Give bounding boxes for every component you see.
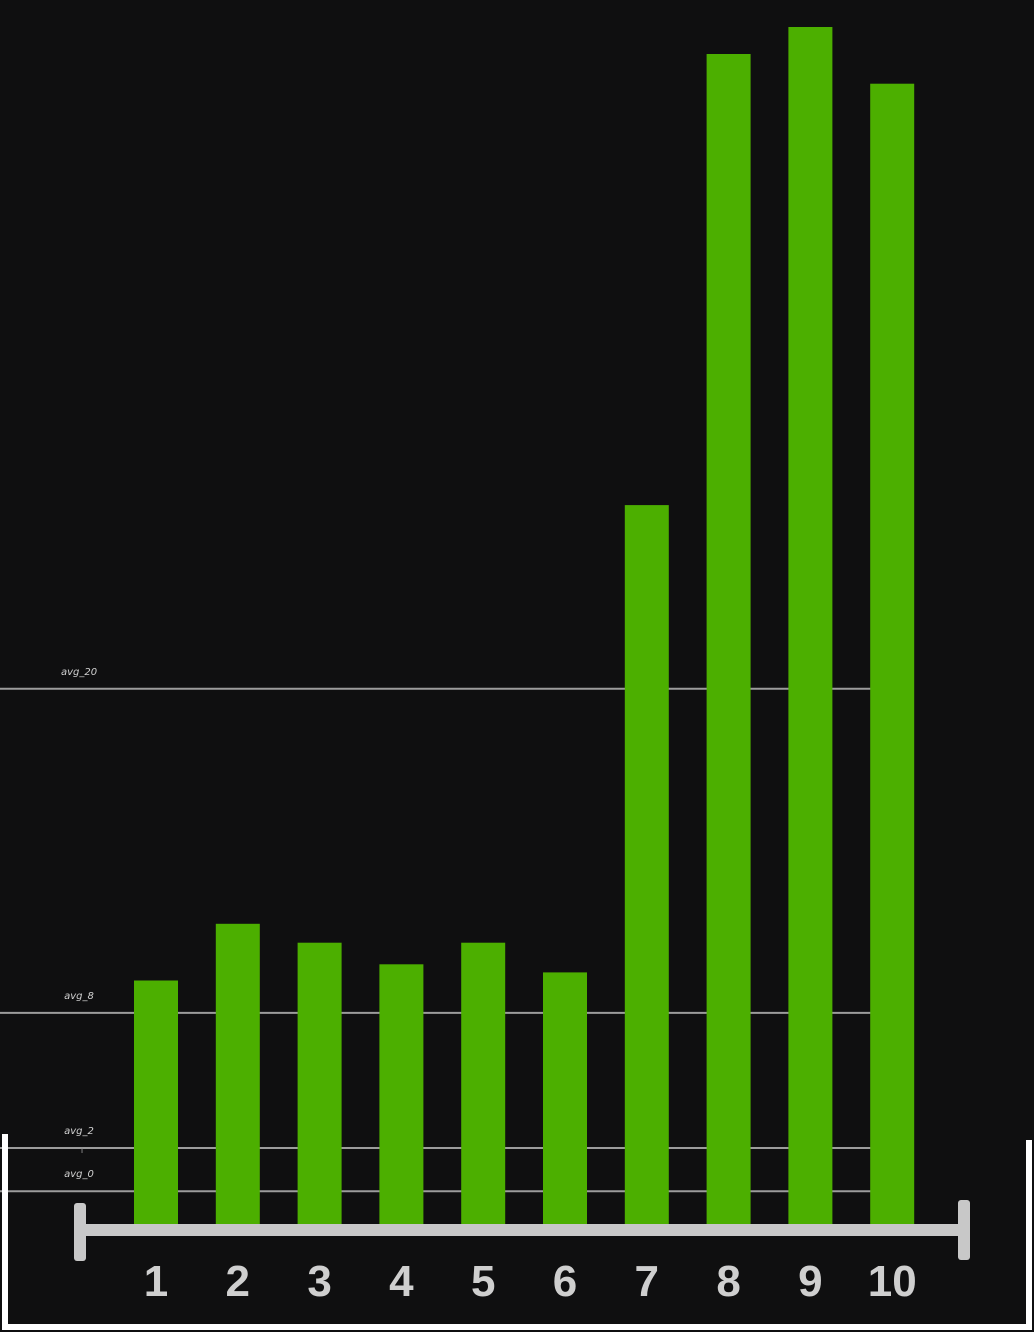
- x-tick-label-3: 3: [307, 1257, 331, 1306]
- frame-left-edge: [2, 1134, 8, 1330]
- bar-8: [706, 54, 751, 1229]
- bar-6: [543, 972, 587, 1229]
- bar-5: [461, 942, 506, 1229]
- x-tick-label-8: 8: [716, 1257, 740, 1306]
- reference-label-avg_20: avg_20: [61, 667, 97, 678]
- x-tick-labels: 1 2 3 4 5 6 7 8 9 10: [144, 1257, 917, 1306]
- bar-10: [870, 83, 915, 1230]
- stray-mark: ı: [81, 1145, 84, 1156]
- reference-label-avg_0: avg_0: [64, 1169, 94, 1180]
- frame-right-edge: [1026, 1140, 1032, 1330]
- x-tick-label-2: 2: [226, 1257, 250, 1306]
- x-tick-label-5: 5: [471, 1257, 495, 1306]
- x-axis: [74, 1200, 970, 1261]
- x-axis-cap-left: [74, 1203, 86, 1261]
- bar-4: [379, 964, 424, 1229]
- bar-2: [215, 923, 260, 1229]
- bars: [134, 27, 915, 1230]
- x-tick-label-1: 1: [144, 1257, 168, 1306]
- bar-1: [134, 980, 178, 1229]
- x-tick-label-9: 9: [798, 1257, 822, 1306]
- x-tick-label-6: 6: [553, 1257, 577, 1306]
- x-axis-line: [80, 1224, 966, 1236]
- x-tick-label-4: 4: [389, 1257, 414, 1306]
- x-tick-label-7: 7: [635, 1257, 659, 1306]
- frame-bottom-edge: [2, 1324, 1032, 1330]
- bar-7: [624, 505, 669, 1230]
- x-tick-label-10: 10: [868, 1257, 917, 1306]
- reference-label-avg_2: avg_2: [64, 1126, 94, 1137]
- bar-9: [788, 27, 833, 1229]
- reference-label-avg_8: avg_8: [64, 991, 94, 1002]
- x-axis-cap-right: [958, 1200, 970, 1260]
- bar-3: [297, 942, 342, 1229]
